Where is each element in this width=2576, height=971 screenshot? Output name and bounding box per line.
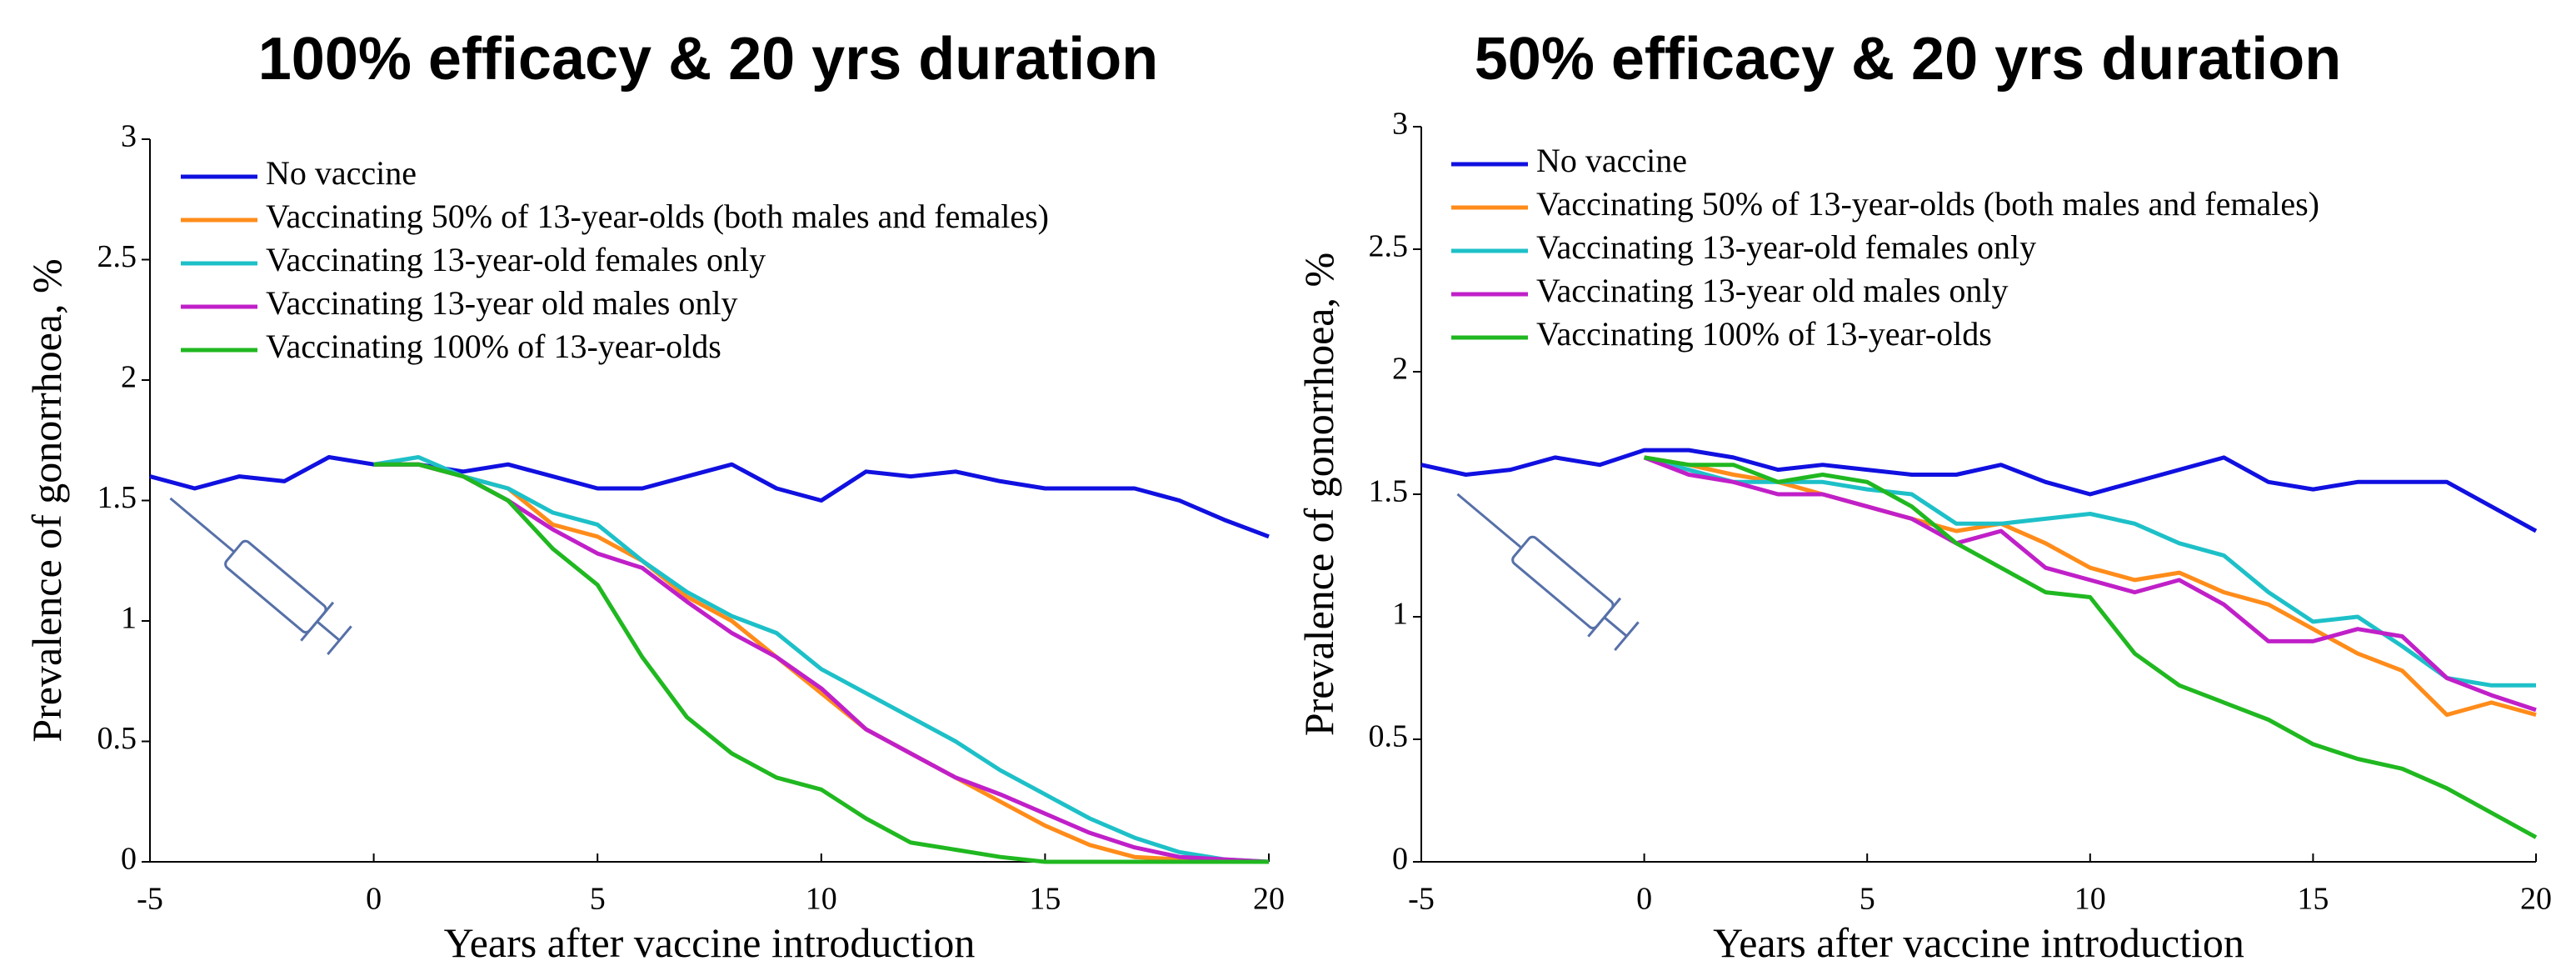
y-tick-label: 0	[121, 842, 137, 877]
legend-label: No vaccine	[1536, 142, 1687, 179]
legend-label: Vaccinating 50% of 13-year-olds (both ma…	[1536, 185, 2319, 223]
y-tick-label: 3	[121, 119, 137, 154]
x-axis-label: Years after vaccine introduction	[1713, 919, 2244, 966]
series-line	[373, 462, 1270, 864]
series-line	[373, 455, 1270, 864]
x-tick-label: 15	[2297, 882, 2329, 917]
x-tick-label: -5	[137, 882, 163, 917]
y-tick-label: 1.5	[1369, 474, 1409, 509]
series-line	[1643, 455, 2536, 688]
x-tick-label: -5	[1408, 882, 1435, 917]
legend-label: No vaccine	[266, 154, 417, 192]
chart-panel: 100% efficacy & 20 yrs duration 0 0.5 1 1.5 2…	[23, 26, 1285, 966]
series-line	[1420, 448, 2538, 533]
y-tick-label: 1	[1392, 597, 1408, 632]
series-line	[149, 455, 1270, 539]
legend-label: Vaccinating 100% of 13-year-olds	[1536, 315, 1992, 353]
x-tick-label: 20	[2520, 882, 2552, 917]
y-tick-label: 2.5	[1369, 229, 1409, 264]
x-tick-label: 20	[1253, 882, 1285, 917]
x-tick-label: 5	[590, 882, 606, 917]
series-line	[373, 462, 1269, 864]
y-tick-label: 2	[1392, 352, 1408, 387]
y-tick-label: 0.5	[97, 721, 137, 756]
x-tick-label: 0	[1636, 882, 1652, 917]
legend-label: Vaccinating 13-year-old females only	[266, 241, 766, 278]
x-axis-label: Years after vaccine introduction	[444, 919, 976, 966]
legend-label: Vaccinating 13-year old males only	[266, 284, 737, 322]
chart-title: 50% efficacy & 20 yrs duration	[1475, 26, 2341, 93]
legend-label: Vaccinating 100% of 13-year-olds	[266, 328, 721, 365]
y-tick-label: 1	[121, 601, 137, 636]
x-tick-label: 15	[1029, 882, 1061, 917]
series-line	[1644, 455, 2537, 718]
legend-label: Vaccinating 13-year old males only	[1536, 272, 2008, 309]
x-tick-label: 0	[366, 882, 382, 917]
series-line	[1644, 455, 2538, 839]
y-axis-label: Prevalence of gonorrhoea, %	[1295, 253, 1342, 736]
y-tick-label: 0	[1392, 842, 1408, 877]
syringe-icon	[169, 493, 1640, 656]
y-axis-label: Prevalence of gonorrhoea, %	[23, 258, 70, 742]
series-line	[373, 462, 1269, 864]
y-tick-label: 1.5	[97, 480, 137, 515]
legend-label: Vaccinating 50% of 13-year-olds (both ma…	[266, 198, 1049, 235]
chart-title: 100% efficacy & 20 yrs duration	[258, 26, 1159, 93]
x-tick-label: 10	[806, 882, 837, 917]
x-tick-label: 10	[2074, 882, 2106, 917]
y-tick-label: 2	[121, 360, 137, 395]
legend-label: Vaccinating 13-year-old females only	[1536, 228, 2036, 266]
series-line	[1643, 455, 2537, 713]
x-tick-label: 5	[1860, 882, 1875, 917]
y-tick-label: 2.5	[97, 239, 137, 274]
y-tick-label: 0.5	[1369, 719, 1409, 754]
y-tick-label: 3	[1392, 107, 1408, 142]
chart-panel: 50% efficacy & 20 yrs duration 0 0.5 1 1.5 2 2…	[1295, 26, 2552, 966]
